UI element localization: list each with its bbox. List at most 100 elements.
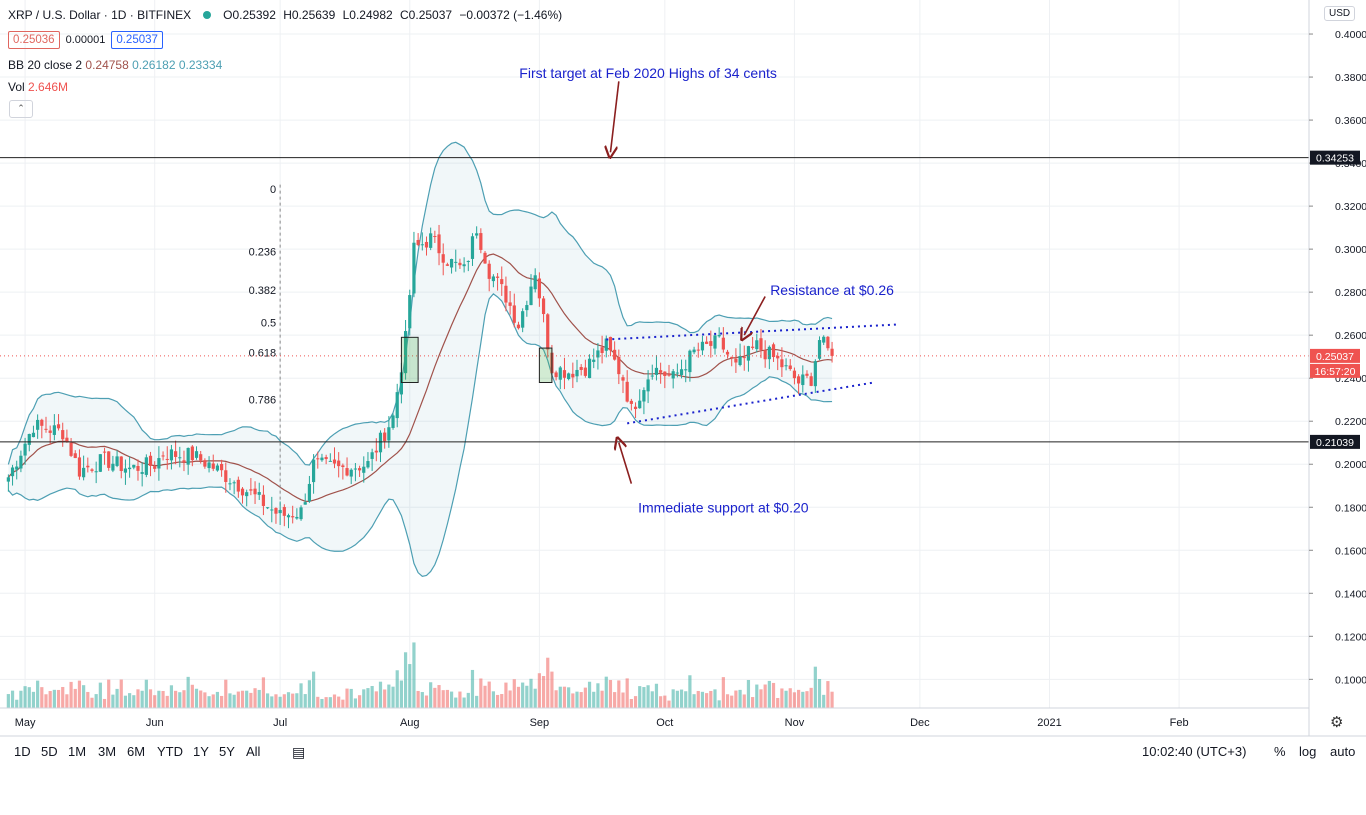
volume-bar	[190, 684, 194, 708]
candle-body	[562, 370, 567, 378]
percent-toggle[interactable]: %	[1274, 744, 1286, 759]
volume-bar	[470, 669, 475, 708]
volume-bar	[303, 694, 307, 708]
sell-button[interactable]: 0.25036	[8, 31, 60, 49]
drawings: First target at Feb 2020 Highs of 34 cen…	[0, 65, 1309, 515]
candle-body	[316, 458, 320, 460]
high-value: H0.25639	[283, 8, 336, 22]
log-toggle[interactable]: log	[1299, 744, 1317, 759]
candle-body	[541, 298, 546, 315]
candle-body	[23, 443, 27, 456]
settings-gear-icon[interactable]: ⚙	[1330, 714, 1344, 731]
volume-bar	[36, 680, 40, 708]
candle-body	[31, 432, 36, 438]
volume-bar	[207, 696, 211, 708]
volume-bar	[387, 684, 391, 708]
volume-bar	[378, 681, 383, 708]
candle-body	[596, 350, 600, 358]
candle-body	[696, 349, 700, 351]
time-tick-label: Feb	[1170, 717, 1189, 729]
volume-bar	[554, 690, 558, 708]
candle-body	[809, 376, 813, 386]
candle-body	[224, 470, 228, 482]
candle-body	[194, 451, 199, 458]
collapse-legend-button[interactable]: ⌃	[9, 100, 33, 118]
volume-bar	[830, 691, 834, 708]
clock-time[interactable]: 10:02:40 (UTC+3)	[1142, 744, 1247, 759]
volume-bar	[286, 692, 291, 708]
timeframe-3m-button[interactable]: 3M	[98, 744, 117, 759]
volume-bar	[249, 692, 253, 708]
volume-bar	[642, 687, 646, 708]
volume-bar	[353, 698, 358, 708]
candle-body	[291, 516, 295, 518]
volume-bar	[767, 680, 771, 708]
candle-body	[140, 472, 144, 474]
candle-body	[441, 254, 445, 263]
volume-legend[interactable]: Vol 2.646M	[8, 80, 68, 94]
candle-body	[399, 372, 403, 395]
candle-body	[395, 392, 399, 419]
volume-bar	[717, 700, 721, 708]
timeframe-all-button[interactable]: All	[246, 744, 261, 759]
symbol-title[interactable]: XRP / U.S. Dollar · 1D · BITFINEX	[8, 8, 192, 22]
candle-body	[403, 331, 408, 374]
timeframe-1m-button[interactable]: 1M	[68, 744, 87, 759]
candle-body	[479, 233, 483, 250]
candle-body	[600, 347, 604, 354]
volume-bar	[90, 697, 94, 708]
candle-body	[429, 233, 433, 248]
candle-body	[483, 252, 487, 264]
volume-bar	[571, 693, 575, 708]
timeframe-1d-button[interactable]: 1D	[14, 744, 31, 759]
countdown-label-bg	[1310, 363, 1360, 378]
currency-badge[interactable]: USD	[1324, 6, 1356, 21]
vol-label: Vol	[8, 80, 25, 94]
timeframe-1y-button[interactable]: 1Y	[193, 744, 209, 759]
candle-body	[746, 346, 751, 361]
candle-body	[642, 390, 646, 402]
candle-body	[454, 261, 458, 263]
volume-bar	[236, 691, 240, 708]
candle-body	[61, 430, 65, 440]
chart-header: XRP / U.S. Dollar · 1D · BITFINEX O0.253…	[8, 8, 566, 22]
candle-body	[692, 349, 696, 353]
volume-bar	[633, 696, 638, 708]
candle-body	[679, 369, 684, 375]
volume-bar	[128, 693, 132, 708]
candle-body	[190, 446, 194, 461]
candle-body	[784, 365, 788, 367]
bb-upper-value: 0.26182	[132, 58, 176, 72]
last-price-label-bg	[1310, 348, 1360, 363]
candle-body	[780, 359, 784, 368]
timeframe-ytd-button[interactable]: YTD	[157, 744, 183, 759]
candle-body	[713, 335, 717, 349]
candle-body	[278, 510, 282, 514]
bb-legend[interactable]: BB 20 close 2 0.24758 0.26182 0.23334	[8, 58, 222, 72]
volume-bar	[31, 691, 36, 708]
volume-bar	[776, 697, 780, 708]
volume-bar	[817, 679, 822, 708]
volume-bar	[253, 688, 257, 708]
volume-bar	[537, 673, 541, 708]
volume-bar	[529, 678, 533, 708]
timeframe-5y-button[interactable]: 5Y	[219, 744, 235, 759]
time-tick-label: Aug	[400, 717, 420, 729]
timeframe-6m-button[interactable]: 6M	[127, 744, 146, 759]
volume-bar	[94, 694, 98, 708]
candle-body	[182, 460, 186, 463]
buy-button[interactable]: 0.25037	[111, 31, 163, 49]
candle-body	[805, 373, 809, 376]
volume-bar	[232, 694, 236, 708]
volume-bar	[763, 684, 767, 708]
date-range-calendar-icon[interactable]: ▤	[292, 744, 306, 760]
candle-body	[36, 419, 40, 430]
candle-body	[738, 356, 742, 365]
volume-bar	[700, 691, 705, 708]
auto-toggle[interactable]: auto	[1330, 744, 1356, 759]
volume-bar	[257, 689, 261, 708]
volume-bar	[679, 689, 684, 708]
timeframe-5d-button[interactable]: 5D	[41, 744, 58, 759]
